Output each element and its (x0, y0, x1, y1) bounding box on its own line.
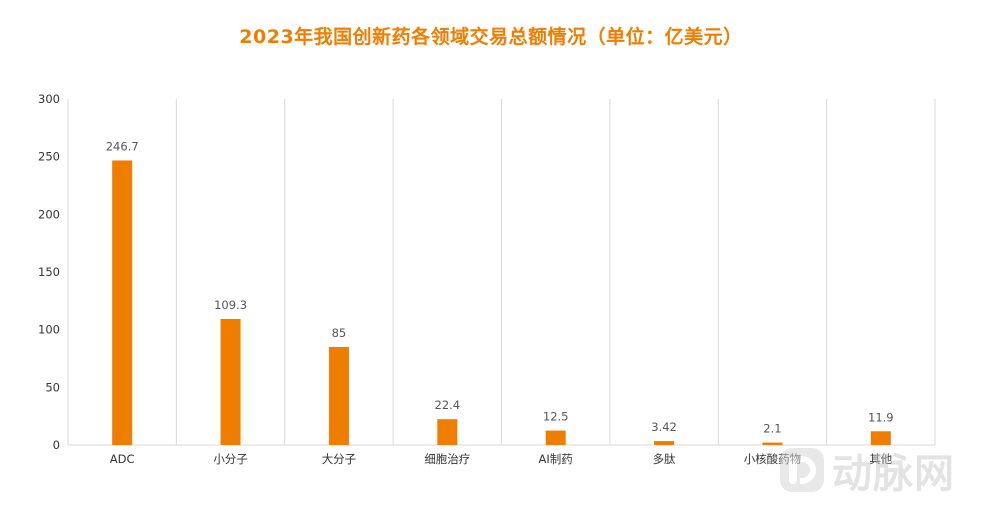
grid-lines (67, 99, 936, 445)
y-tick-label: 50 (45, 380, 60, 394)
category-label: 多肽 (653, 452, 676, 466)
category-labels: ADC 小分子 大分子 细胞治疗 AI制药 多肽 小核酸药物 其他 (110, 452, 893, 466)
data-label: 2.1 (763, 422, 781, 436)
y-axis-ticks: 0 50 100 150 200 250 300 (38, 92, 60, 452)
data-label: 3.42 (651, 420, 677, 434)
category-label: AI制药 (539, 452, 573, 466)
category-label: 其他 (869, 452, 892, 466)
bars (112, 160, 891, 446)
vb-logo-icon (780, 448, 824, 492)
category-label: 小分子 (213, 452, 248, 466)
data-label: 22.4 (435, 398, 461, 412)
bar (762, 442, 783, 445)
y-tick-label: 250 (38, 150, 60, 164)
data-label: 11.9 (868, 410, 894, 424)
bar (328, 346, 349, 445)
y-tick-label: 150 (38, 265, 60, 279)
chart-title: 2023年我国创新药各领域交易总额情况（单位：亿美元） (239, 26, 743, 48)
bar (545, 430, 566, 445)
bar (437, 419, 458, 445)
data-label: 246.7 (106, 139, 139, 153)
watermark-text: 动脉网 (832, 451, 955, 497)
y-tick-label: 200 (38, 207, 60, 221)
data-label: 85 (332, 326, 347, 340)
y-tick-label: 300 (38, 92, 60, 106)
bar (870, 431, 891, 445)
data-labels: 246.7 109.3 85 22.4 12.5 3.42 2.1 11.9 (106, 139, 894, 435)
y-tick-label: 0 (53, 438, 60, 452)
watermark: 动脉网 (780, 444, 955, 497)
data-label: 109.3 (214, 298, 247, 312)
y-tick-label: 100 (38, 323, 60, 337)
category-label: 大分子 (322, 452, 357, 466)
bar (112, 160, 133, 446)
data-label: 12.5 (543, 410, 569, 424)
category-label: ADC (110, 452, 135, 466)
category-label: 细胞治疗 (424, 452, 470, 466)
bar (220, 318, 241, 445)
bar (654, 441, 675, 445)
